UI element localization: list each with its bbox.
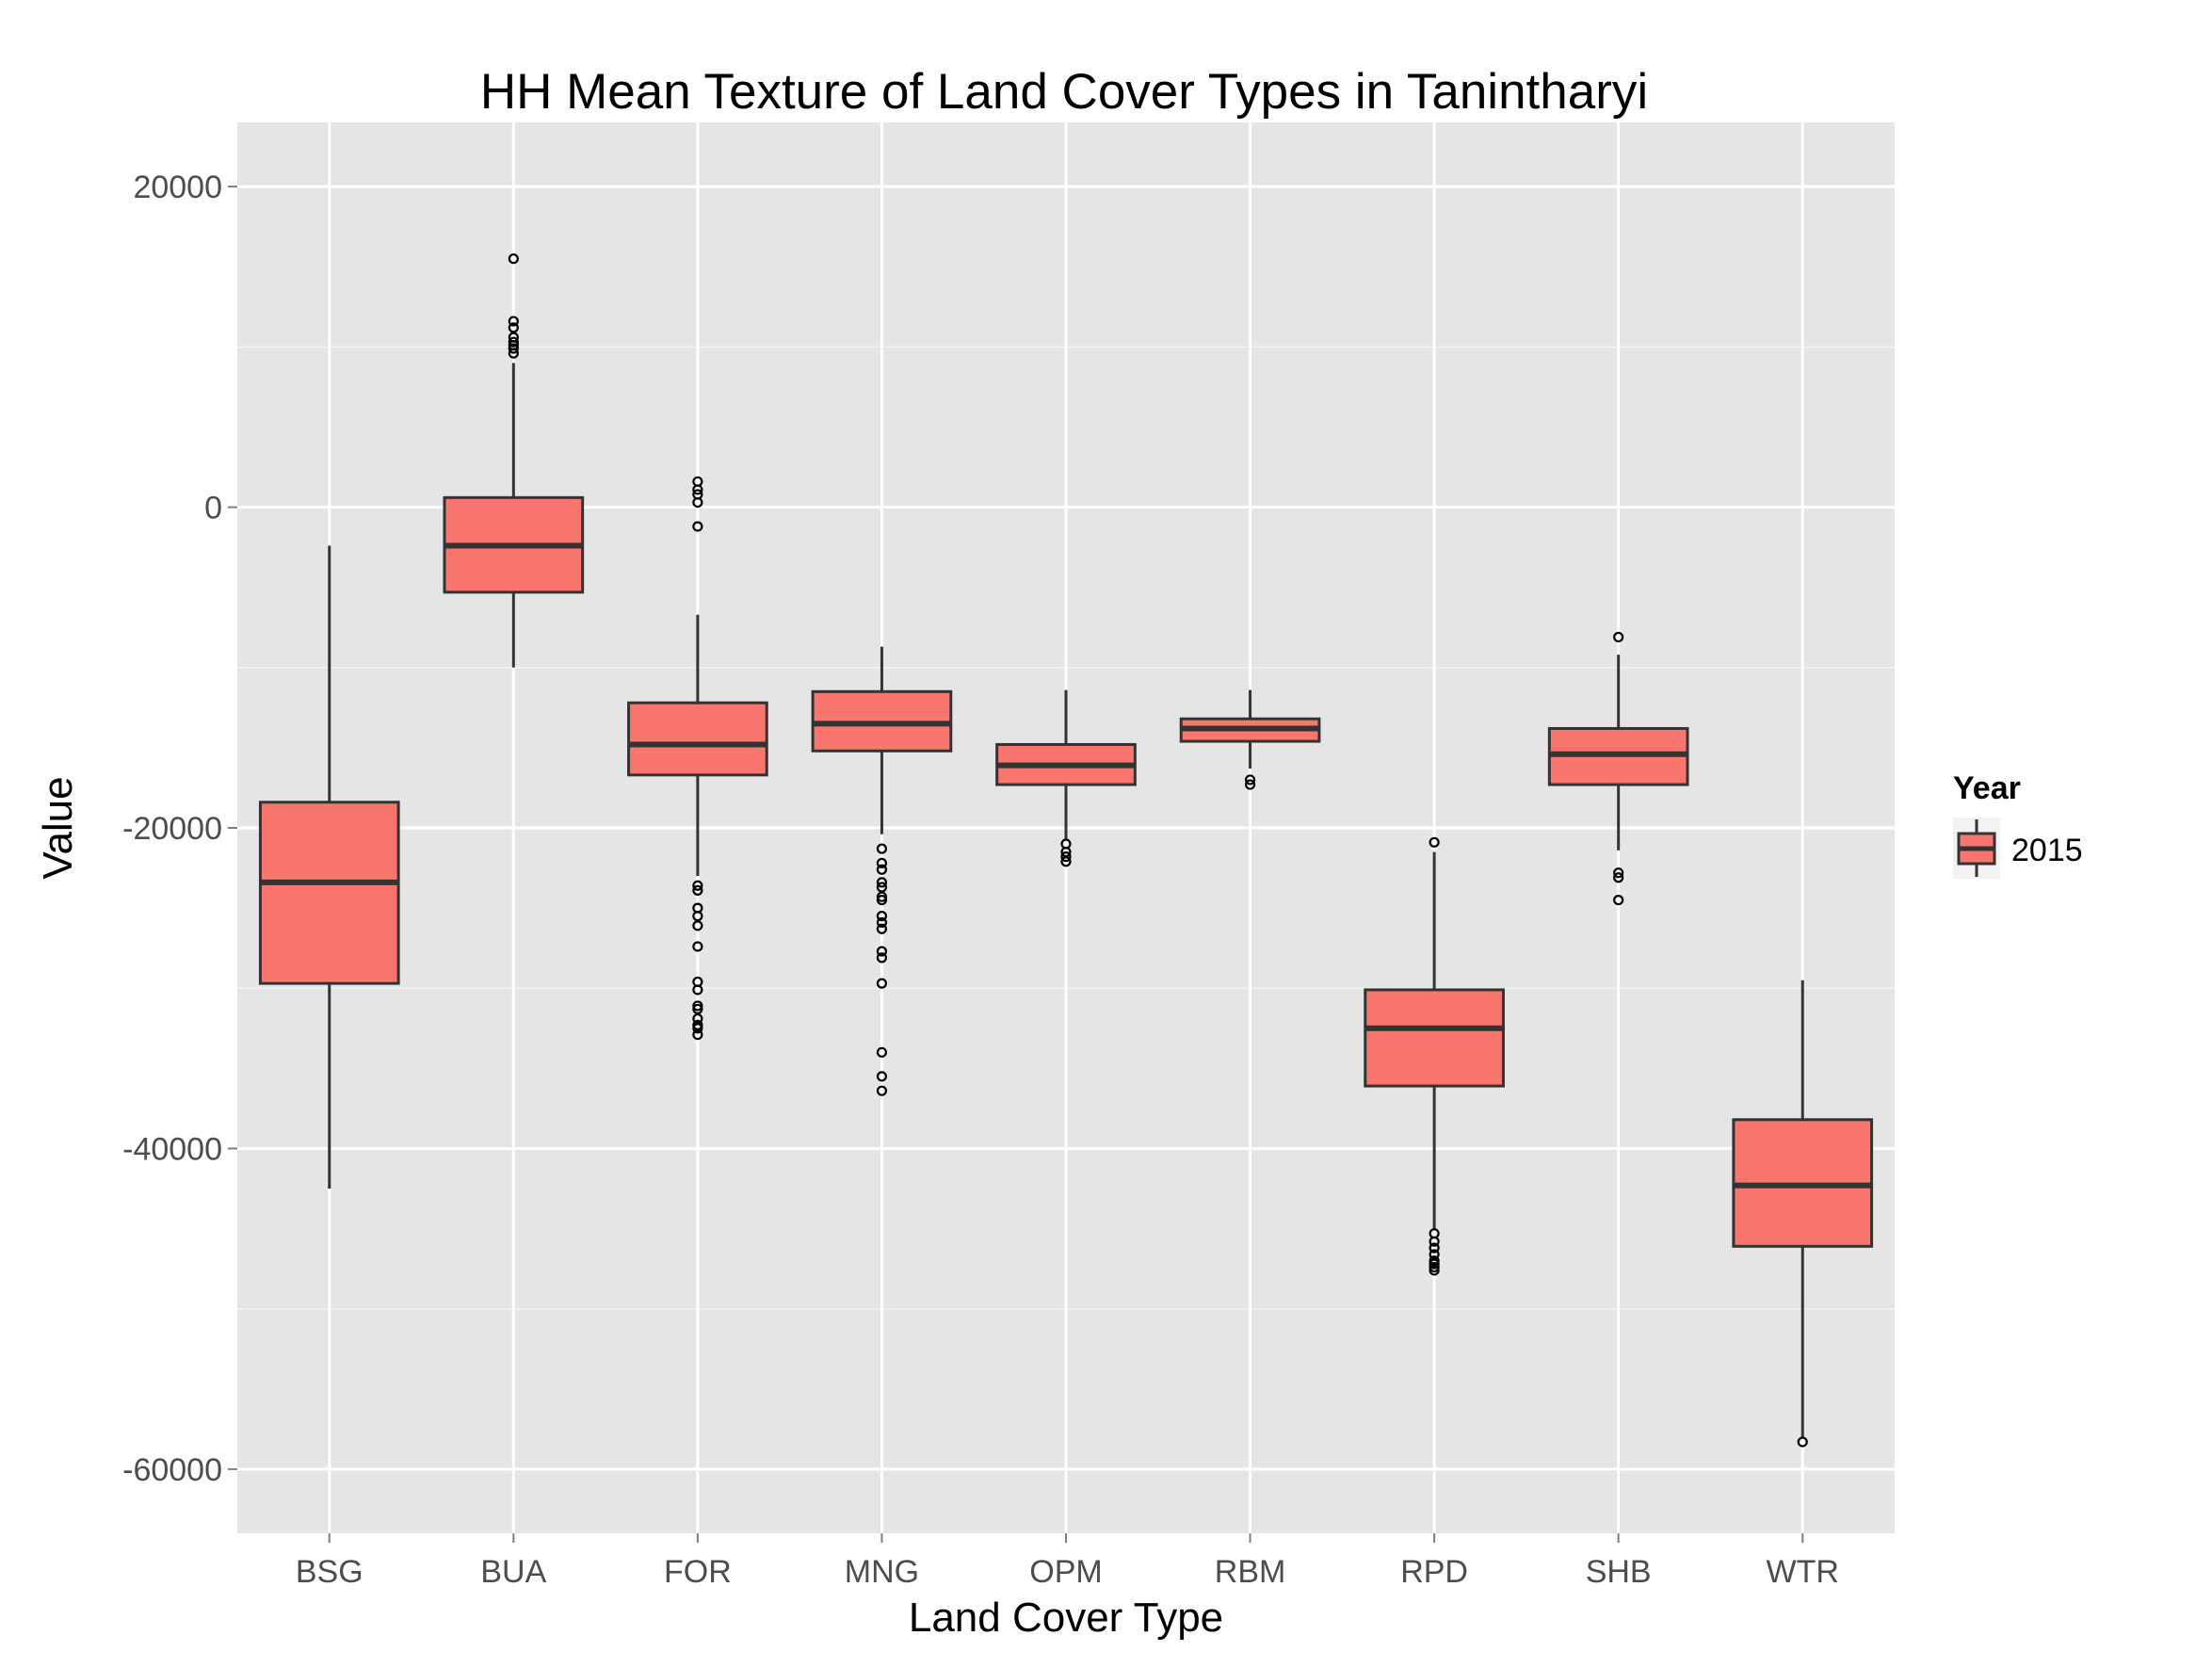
y-tick-label: 20000 bbox=[133, 170, 222, 205]
outlier-point bbox=[1429, 1265, 1440, 1276]
outlier-point bbox=[1613, 895, 1624, 906]
x-tick-label: SHB bbox=[1586, 1554, 1652, 1590]
outlier-point bbox=[692, 1019, 703, 1030]
outlier-point bbox=[692, 484, 703, 495]
outlier-point bbox=[876, 891, 888, 902]
y-axis: 20000 0 -20000 -40000 -60000 bbox=[122, 170, 237, 1488]
outlier-point bbox=[692, 984, 703, 996]
outlier-point bbox=[1244, 774, 1256, 785]
outlier-point bbox=[876, 1046, 888, 1058]
outlier-point bbox=[1429, 1242, 1440, 1254]
x-tick-label: OPM bbox=[1029, 1554, 1102, 1590]
box-bsg bbox=[258, 545, 400, 1190]
x-tick-label: RBM bbox=[1215, 1554, 1286, 1590]
x-axis: BSG BUA FOR MNG OPM RBM RPD SHB WTR bbox=[296, 1533, 1839, 1590]
outlier-point bbox=[508, 343, 519, 354]
outlier-point bbox=[876, 843, 888, 854]
outlier-point bbox=[692, 941, 703, 952]
outlier-point bbox=[876, 978, 888, 989]
box-opm bbox=[995, 689, 1137, 867]
x-tick-label: BSG bbox=[296, 1554, 363, 1590]
box-for bbox=[627, 476, 768, 1041]
y-tick-label: -40000 bbox=[122, 1131, 222, 1167]
outlier-point bbox=[692, 1023, 703, 1034]
outlier-point bbox=[876, 911, 888, 922]
box-wtr bbox=[1732, 980, 1874, 1448]
x-tick-label: RPD bbox=[1400, 1554, 1468, 1590]
outlier-point bbox=[692, 1028, 703, 1041]
x-tick-label: FOR bbox=[664, 1554, 732, 1590]
outlier-point bbox=[1613, 631, 1624, 643]
outlier-point bbox=[508, 348, 519, 359]
outlier-point bbox=[692, 521, 703, 532]
outlier-point bbox=[1429, 1236, 1440, 1247]
boxplot-series-2015 bbox=[258, 253, 1874, 1448]
box-body bbox=[258, 801, 400, 985]
x-tick-label: MNG bbox=[845, 1554, 919, 1590]
outlier-point bbox=[508, 316, 519, 327]
outlier-point bbox=[876, 882, 888, 893]
legend-title: Year bbox=[1953, 770, 2021, 806]
x-tick-label: BUA bbox=[480, 1554, 546, 1590]
outlier-point bbox=[692, 1012, 703, 1025]
outlier-point bbox=[1244, 779, 1256, 790]
outlier-point bbox=[876, 895, 888, 906]
outlier-point bbox=[876, 916, 888, 929]
outlier-point bbox=[1613, 867, 1624, 879]
box-rbm bbox=[1179, 689, 1321, 790]
outlier-point bbox=[1060, 846, 1072, 858]
outlier-point bbox=[876, 952, 888, 964]
outlier-point bbox=[876, 857, 888, 869]
y-tick-label: 0 bbox=[204, 491, 222, 526]
box-body bbox=[627, 701, 768, 777]
outlier-point bbox=[1797, 1436, 1808, 1448]
outlier-point bbox=[508, 253, 519, 265]
outlier-point bbox=[1429, 1258, 1440, 1270]
outlier-point bbox=[692, 496, 703, 509]
outlier-point bbox=[692, 911, 703, 922]
outlier-point bbox=[876, 923, 888, 934]
outlier-point bbox=[876, 946, 888, 957]
outlier-point bbox=[1429, 1261, 1440, 1273]
x-tick-label: WTR bbox=[1767, 1554, 1839, 1590]
outlier-point bbox=[876, 864, 888, 875]
box-body bbox=[1364, 988, 1505, 1088]
outlier-point bbox=[876, 1085, 888, 1096]
box-rpd bbox=[1364, 836, 1505, 1276]
legend-key bbox=[1953, 818, 2000, 879]
outlier-point bbox=[876, 877, 888, 888]
chart-title: HH Mean Texture of Land Cover Types in T… bbox=[480, 64, 1648, 120]
y-axis-title: Value bbox=[35, 776, 81, 879]
outlier-point bbox=[692, 880, 703, 891]
outlier-point bbox=[692, 1003, 703, 1014]
box-bua bbox=[443, 253, 585, 668]
outlier-point bbox=[508, 322, 519, 333]
y-tick-label: -20000 bbox=[122, 811, 222, 847]
box-shb bbox=[1547, 631, 1689, 906]
y-tick-label: -60000 bbox=[122, 1452, 222, 1488]
outlier-point bbox=[876, 1071, 888, 1082]
legend-item-label: 2015 bbox=[2011, 833, 2083, 868]
outlier-point bbox=[692, 920, 703, 931]
outlier-point bbox=[1429, 836, 1440, 848]
outlier-point bbox=[1060, 856, 1072, 867]
outlier-point bbox=[1429, 1249, 1440, 1260]
outlier-point bbox=[1060, 851, 1072, 863]
outlier-point bbox=[1613, 872, 1624, 883]
box-mng bbox=[811, 646, 953, 1096]
legend: Year 2015 bbox=[1953, 770, 2083, 879]
x-axis-title: Land Cover Type bbox=[909, 1595, 1223, 1641]
outlier-point bbox=[508, 336, 519, 348]
outlier-point bbox=[1429, 1255, 1440, 1267]
outlier-point bbox=[692, 884, 703, 896]
outlier-point bbox=[692, 1000, 703, 1012]
